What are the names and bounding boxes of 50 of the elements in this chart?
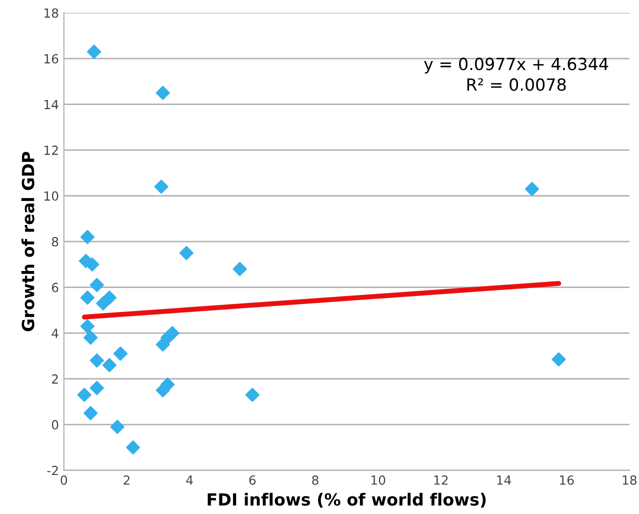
point <box>232 262 247 276</box>
point <box>102 358 117 372</box>
y-tick-label: 0 <box>52 420 58 430</box>
point <box>85 257 100 272</box>
y-tick-label: 16 <box>44 54 58 64</box>
x-tick-label: 14 <box>497 476 511 485</box>
y-tick-label: 10 <box>44 191 58 201</box>
point <box>160 377 175 392</box>
x-tick-label: 12 <box>434 475 448 485</box>
y-tick-label: 8 <box>52 237 58 247</box>
x-tick-label: 4 <box>186 476 193 485</box>
point <box>245 388 260 402</box>
x-axis-title: FDI inflows (% of world flows) <box>208 492 486 508</box>
y-tick-label: -2 <box>47 466 58 476</box>
point <box>126 440 140 454</box>
point <box>80 290 95 305</box>
point <box>113 346 128 361</box>
point <box>102 290 117 305</box>
point <box>80 230 95 244</box>
point <box>84 330 98 345</box>
point <box>110 420 124 434</box>
point <box>84 406 98 420</box>
y-tick-label: 18 <box>44 8 58 18</box>
point <box>179 246 194 260</box>
point <box>90 278 104 292</box>
point <box>524 182 540 196</box>
point <box>90 353 104 368</box>
point <box>165 326 180 340</box>
point <box>77 388 92 402</box>
y-tick-label: 12 <box>44 146 58 155</box>
point <box>87 44 102 59</box>
point <box>552 352 566 366</box>
y-tick-label: 14 <box>44 100 58 110</box>
y-tick-label: 6 <box>52 282 58 292</box>
x-tick-label: 2 <box>124 475 130 485</box>
x-tick-label: 18 <box>622 475 637 485</box>
annotation: y = 0.0977x + 4.6344 <box>424 58 608 74</box>
x-tick-label: 8 <box>312 475 318 485</box>
x-tick-label: 6 <box>249 475 256 485</box>
y-tick-label: 4 <box>52 328 58 338</box>
point <box>154 180 168 194</box>
annotation: R² = 0.0078 <box>467 78 566 91</box>
y-tick-label: 2 <box>52 374 58 384</box>
point <box>156 86 170 100</box>
x-tick-label: 0 <box>60 475 68 485</box>
y-axis-title: Growth of real GDP <box>21 152 34 332</box>
x-tick-label: 10 <box>371 475 386 485</box>
point <box>90 380 104 396</box>
x-tick-label: 16 <box>560 475 574 485</box>
point <box>80 319 95 334</box>
